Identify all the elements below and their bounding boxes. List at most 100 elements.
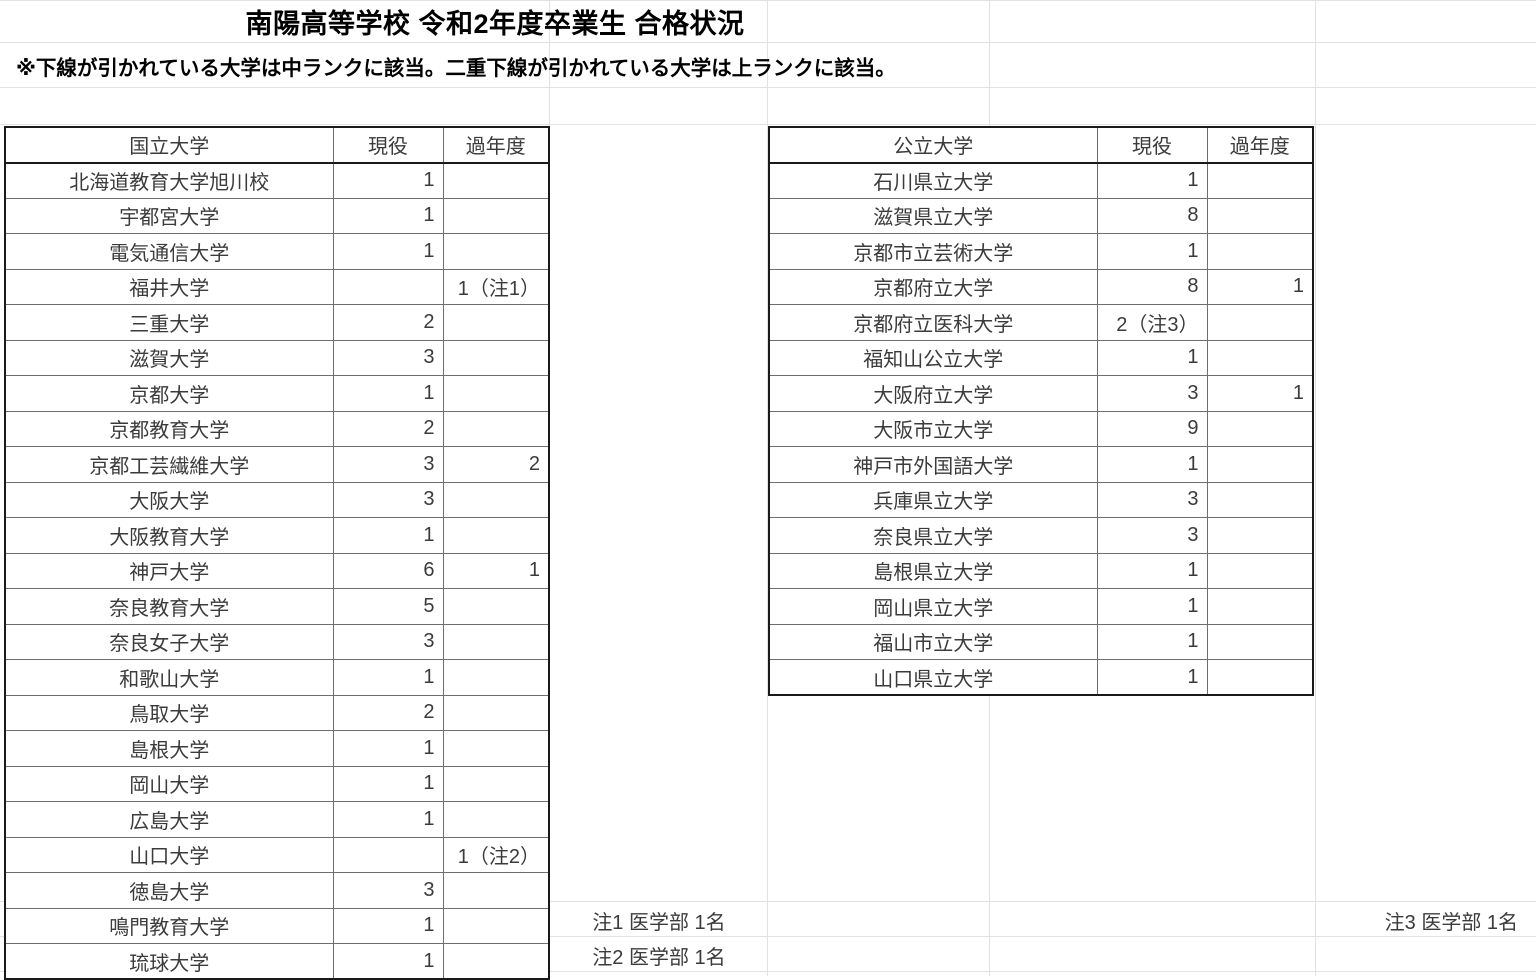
table-row: 奈良県立大学 3 <box>768 517 1314 554</box>
table-row: 滋賀県立大学 8 <box>768 197 1314 234</box>
public-table-body: 石川県立大学 1 滋賀県立大学 8 京都市立芸術大学 1 京都府立大学 8 1 京都府立医科大学 2… <box>768 162 1314 696</box>
cell-past-count: 1（注2） <box>442 836 550 873</box>
cell-current-count <box>332 836 444 873</box>
national-table-body: 北海道教育大学旭川校 1 宇都宮大学 1 電気通信大学 1 福井大学 1（注1） 三重大学 2 滋賀… <box>4 162 550 980</box>
cell-university-name: 京都大学 <box>4 375 334 412</box>
table-row: 京都大学 1 <box>4 375 550 412</box>
cell-university-name: 福知山公立大学 <box>768 339 1098 376</box>
table-row: 電気通信大学 1 <box>4 233 550 270</box>
cell-past-count <box>442 588 550 625</box>
cell-past-count <box>1206 481 1314 518</box>
table-row: 大阪大学 3 <box>4 481 550 518</box>
table-row: 大阪市立大学 9 <box>768 410 1314 447</box>
cell-current-count: 1 <box>332 375 444 412</box>
cell-past-count <box>442 694 550 731</box>
cell-current-count: 1 <box>332 197 444 234</box>
cell-past-count <box>1206 659 1314 696</box>
cell-current-count: 1 <box>332 730 444 767</box>
cell-university-name: 大阪府立大学 <box>768 375 1098 412</box>
cell-university-name: 琉球大学 <box>4 943 334 980</box>
cell-current-count: 1 <box>332 765 444 802</box>
cell-current-count: 1 <box>1096 162 1208 199</box>
cell-past-count: 2 <box>442 446 550 483</box>
table-header-row: 国立大学 現役 過年度 <box>4 126 550 164</box>
column-header-past: 過年度 <box>442 126 550 164</box>
table-row: 石川県立大学 1 <box>768 162 1314 199</box>
cell-current-count: 1 <box>1096 588 1208 625</box>
cell-current-count: 1 <box>332 801 444 838</box>
cell-current-count: 1 <box>332 907 444 944</box>
table-row: 福山市立大学 1 <box>768 623 1314 660</box>
cell-past-count <box>1206 197 1314 234</box>
cell-past-count <box>1206 162 1314 199</box>
rank-note: ※下線が引かれている大学は中ランクに該当。二重下線が引かれている大学は上ランクに… <box>0 43 990 88</box>
cell-university-name: 和歌山大学 <box>4 659 334 696</box>
cell-university-name: 宇都宮大学 <box>4 197 334 234</box>
cell-university-name: 福山市立大学 <box>768 623 1098 660</box>
cell-university-name: 大阪市立大学 <box>768 410 1098 447</box>
table-row: 山口大学 1（注2） <box>4 836 550 873</box>
table-row: 大阪教育大学 1 <box>4 517 550 554</box>
cell-past-count <box>442 481 550 518</box>
cell-past-count <box>442 517 550 554</box>
cell-university-name: 京都工芸繊維大学 <box>4 446 334 483</box>
cell-past-count <box>1206 410 1314 447</box>
cell-current-count: 2 <box>332 410 444 447</box>
cell-current-count: 1 <box>332 659 444 696</box>
cell-current-count: 3 <box>332 481 444 518</box>
column-header-current: 現役 <box>1096 126 1208 164</box>
table-row: 琉球大学 1 <box>4 943 550 980</box>
column-header-university: 公立大学 <box>768 126 1098 164</box>
cell-past-count <box>1206 446 1314 483</box>
cell-university-name: 滋賀大学 <box>4 339 334 376</box>
cell-university-name: 京都教育大学 <box>4 410 334 447</box>
cell-university-name: 鳥取大学 <box>4 694 334 731</box>
cell-university-name: 広島大学 <box>4 801 334 838</box>
cell-past-count <box>442 730 550 767</box>
table-row: 鳴門教育大学 1 <box>4 907 550 944</box>
cell-university-name: 大阪大学 <box>4 481 334 518</box>
cell-current-count: 1 <box>1096 552 1208 589</box>
table-row: 和歌山大学 1 <box>4 659 550 696</box>
footnote-3: 注3 医学部 1名 <box>1384 912 1518 934</box>
cell-past-count <box>442 339 550 376</box>
cell-university-name: 大阪教育大学 <box>4 517 334 554</box>
table-row: 岡山県立大学 1 <box>768 588 1314 625</box>
cell-current-count <box>332 268 444 305</box>
cell-current-count: 9 <box>1096 410 1208 447</box>
cell-current-count: 8 <box>1096 197 1208 234</box>
cell-university-name: 滋賀県立大学 <box>768 197 1098 234</box>
cell-university-name: 神戸大学 <box>4 552 334 589</box>
cell-university-name: 山口県立大学 <box>768 659 1098 696</box>
table-row: 鳥取大学 2 <box>4 694 550 731</box>
table-row: 京都府立大学 8 1 <box>768 268 1314 305</box>
cell-university-name: 奈良県立大学 <box>768 517 1098 554</box>
cell-current-count: 1 <box>332 517 444 554</box>
cell-university-name: 徳島大学 <box>4 872 334 909</box>
table-row: 岡山大学 1 <box>4 765 550 802</box>
cell-university-name: 京都市立芸術大学 <box>768 233 1098 270</box>
table-header-row: 公立大学 現役 過年度 <box>768 126 1314 164</box>
table-row: 神戸大学 6 1 <box>4 552 550 589</box>
cell-current-count: 3 <box>332 446 444 483</box>
cell-past-count <box>1206 552 1314 589</box>
cell-university-name: 電気通信大学 <box>4 233 334 270</box>
cell-past-count: 1（注1） <box>442 268 550 305</box>
cell-past-count <box>1206 588 1314 625</box>
table-row: 福知山公立大学 1 <box>768 339 1314 376</box>
table-row: 島根大学 1 <box>4 730 550 767</box>
cell-past-count <box>442 943 550 980</box>
rank-note-text: ※下線が引かれている大学は中ランクに該当。二重下線が引かれている大学は上ランクに… <box>16 56 896 80</box>
table-row: 滋賀大学 3 <box>4 339 550 376</box>
public-universities-table: 公立大学 現役 過年度 石川県立大学 1 滋賀県立大学 8 京都市立芸術大学 1 京都府立大… <box>768 126 1314 696</box>
cell-past-count <box>442 162 550 199</box>
cell-past-count <box>442 197 550 234</box>
cell-past-count <box>442 801 550 838</box>
cell-university-name: 京都府立大学 <box>768 268 1098 305</box>
cell-current-count: 2（注3） <box>1096 304 1208 341</box>
cell-current-count: 6 <box>332 552 444 589</box>
table-row: 山口県立大学 1 <box>768 659 1314 696</box>
cell-current-count: 1 <box>332 233 444 270</box>
cell-past-count <box>442 765 550 802</box>
footnote-1: 注1 医学部 1名 <box>592 912 726 934</box>
